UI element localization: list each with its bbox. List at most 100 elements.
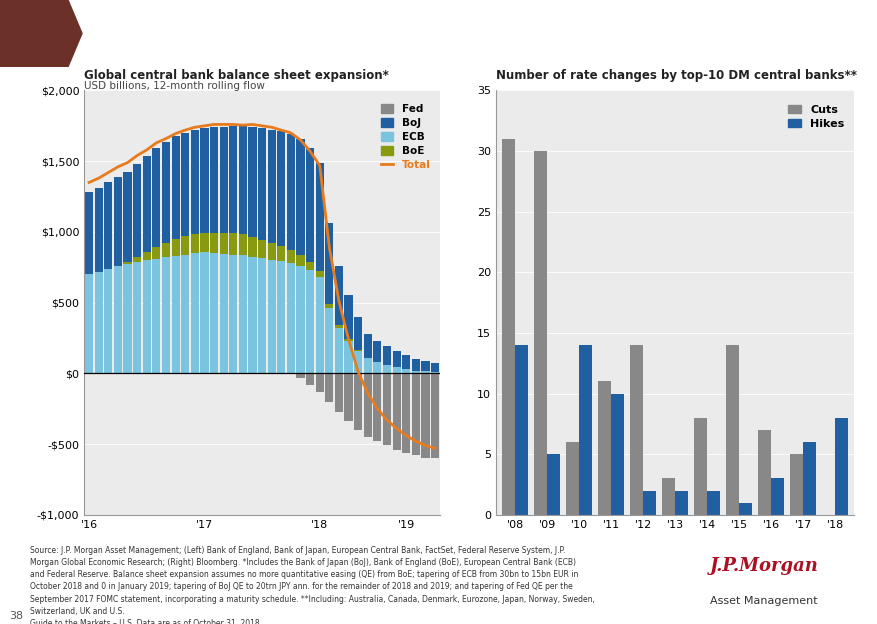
Bar — [171, 137, 180, 239]
Bar — [402, 369, 410, 373]
Bar — [306, 270, 314, 373]
Bar — [344, 295, 353, 339]
Bar — [248, 127, 256, 237]
Bar — [643, 490, 655, 515]
Bar — [210, 253, 217, 373]
Bar — [674, 490, 688, 515]
Bar — [363, 358, 372, 373]
Bar — [421, 361, 429, 371]
Bar — [353, 351, 362, 373]
Bar — [296, 139, 304, 255]
Bar — [142, 155, 151, 251]
Bar — [579, 345, 591, 515]
Bar — [834, 418, 847, 515]
Bar — [373, 341, 381, 362]
Text: USD billions, 12-month rolling flow: USD billions, 12-month rolling flow — [84, 81, 265, 91]
Bar — [382, 373, 390, 446]
Bar — [373, 362, 381, 373]
Text: Source: J.P. Morgan Asset Management; (Left) Bank of England, Bank of Japan, Eur: Source: J.P. Morgan Asset Management; (L… — [30, 546, 594, 624]
Bar — [161, 257, 170, 373]
Bar — [725, 345, 738, 515]
Bar — [296, 255, 304, 266]
Bar — [306, 373, 314, 384]
Bar — [411, 359, 419, 371]
Bar — [316, 373, 324, 392]
Bar — [190, 130, 199, 234]
Bar — [248, 237, 256, 256]
Bar — [171, 239, 180, 256]
Bar — [431, 363, 438, 372]
Bar — [353, 350, 362, 351]
Text: Global central bank balance sheet expansion*: Global central bank balance sheet expans… — [84, 69, 389, 82]
Bar — [210, 127, 217, 233]
Bar — [324, 223, 333, 304]
Bar — [738, 503, 751, 515]
Text: J.P.Morgan: J.P.Morgan — [709, 557, 817, 575]
Bar — [334, 373, 343, 412]
Bar — [114, 177, 122, 266]
Bar — [104, 269, 112, 373]
Bar — [789, 454, 802, 515]
Bar — [133, 257, 141, 261]
Bar — [171, 256, 180, 373]
Bar — [324, 373, 333, 402]
Bar — [287, 134, 295, 250]
Bar — [334, 325, 343, 328]
Bar — [181, 133, 189, 236]
Bar — [229, 126, 237, 233]
Bar — [706, 490, 719, 515]
Bar — [142, 251, 151, 260]
Bar — [95, 188, 103, 271]
Bar — [363, 334, 372, 358]
Bar — [267, 260, 275, 373]
Bar — [219, 254, 227, 373]
Bar — [277, 132, 285, 246]
Bar — [239, 255, 246, 373]
Bar — [200, 128, 208, 233]
Bar — [277, 261, 285, 373]
Bar — [239, 235, 246, 255]
Bar — [133, 261, 141, 373]
Bar — [133, 164, 141, 257]
Bar — [296, 266, 304, 373]
Bar — [124, 264, 132, 373]
Bar — [363, 373, 372, 437]
Polygon shape — [0, 0, 82, 67]
Bar — [382, 346, 390, 365]
Bar — [630, 345, 643, 515]
Bar — [344, 341, 353, 373]
Bar — [316, 277, 324, 373]
Bar — [546, 454, 560, 515]
Bar — [85, 275, 93, 373]
Bar — [431, 373, 438, 458]
Bar — [258, 128, 266, 240]
Bar — [267, 243, 275, 260]
Text: Asset Management: Asset Management — [709, 597, 817, 607]
Bar — [566, 442, 579, 515]
Text: Number of rate changes by top-10 DM central banks**: Number of rate changes by top-10 DM cent… — [496, 69, 856, 82]
Text: GTM – U.S.  |  38: GTM – U.S. | 38 — [755, 26, 869, 41]
Bar — [85, 192, 93, 275]
Bar — [411, 371, 419, 373]
Bar — [277, 246, 285, 261]
Bar — [411, 373, 419, 456]
Bar — [373, 373, 381, 441]
Bar — [502, 139, 515, 515]
Bar — [200, 253, 208, 373]
Bar — [296, 373, 304, 378]
Text: 38: 38 — [9, 611, 23, 621]
Bar — [142, 260, 151, 373]
Bar — [334, 328, 343, 373]
Bar — [758, 430, 770, 515]
Bar — [353, 318, 362, 350]
Bar — [515, 345, 527, 515]
Bar — [324, 304, 333, 308]
Bar — [287, 263, 295, 373]
Bar — [306, 261, 314, 270]
Bar — [694, 418, 706, 515]
Text: Global monetary policy: Global monetary policy — [100, 24, 353, 43]
Bar — [95, 271, 103, 373]
Bar — [306, 149, 314, 261]
Bar — [353, 373, 362, 430]
Bar — [181, 255, 189, 373]
